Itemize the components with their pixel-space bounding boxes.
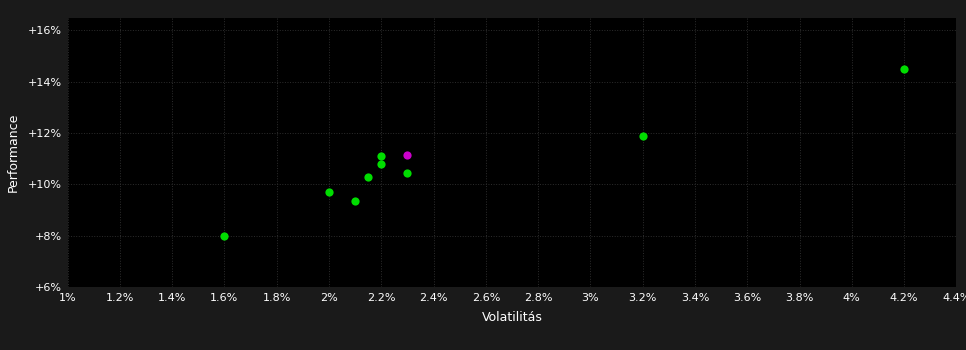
Point (216, 233, 232, 238)
Point (360, 174, 376, 180)
Point (400, 170, 415, 176)
X-axis label: Volatilitás: Volatilitás (481, 311, 543, 324)
Point (374, 153, 389, 159)
Y-axis label: Performance: Performance (7, 113, 19, 192)
Point (322, 189, 337, 195)
Point (635, 133, 650, 138)
Point (400, 152, 415, 158)
Point (348, 198, 363, 204)
Point (896, 66, 912, 72)
Point (374, 161, 389, 167)
